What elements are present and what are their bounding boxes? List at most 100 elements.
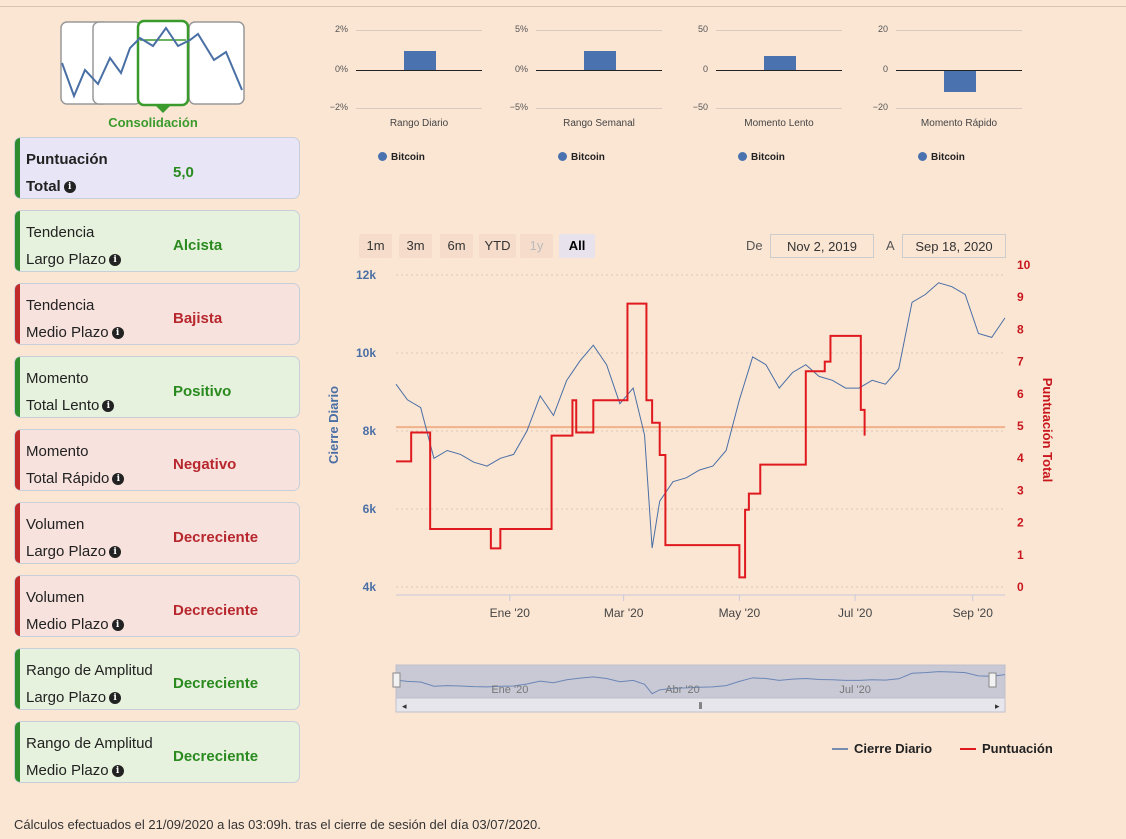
- card-value: Decreciente: [173, 748, 259, 765]
- card-title-line1: Rango de Amplitud: [26, 662, 153, 679]
- card-title: Momento Total Rápido i: [26, 438, 176, 492]
- right-axis-tick: 1: [1017, 548, 1024, 562]
- card-title-line1: Volumen: [26, 516, 85, 533]
- card-title-line2: Largo Plazo i: [26, 684, 176, 711]
- mini-legend-item[interactable]: Bitcoin: [378, 152, 425, 163]
- to-date-input[interactable]: Sep 18, 2020: [902, 234, 1006, 258]
- indicator-card: Momento Total Lento i Positivo: [14, 356, 300, 418]
- navigator-tick: Abr '20: [665, 684, 700, 696]
- info-icon[interactable]: i: [109, 692, 122, 705]
- range-button-1m[interactable]: 1m: [359, 234, 392, 258]
- card-title-line1: Tendencia: [26, 224, 95, 241]
- card-title: Puntuación Total i: [26, 146, 176, 200]
- pattern-pointer-icon: [155, 105, 171, 113]
- mini-gridline: [896, 108, 1022, 109]
- card-title-line2: Largo Plazo i: [26, 246, 176, 273]
- legend-price-label: Cierre Diario: [854, 741, 932, 756]
- info-icon[interactable]: i: [109, 254, 122, 267]
- top-divider: [0, 6, 1126, 7]
- to-label: A: [886, 238, 895, 253]
- mini-legend-label: Bitcoin: [571, 152, 605, 163]
- info-icon[interactable]: i: [102, 400, 115, 413]
- card-value: 5,0: [173, 164, 194, 181]
- mini-chart-title: Rango Diario: [389, 118, 449, 129]
- from-date-input[interactable]: Nov 2, 2019: [770, 234, 874, 258]
- mini-legend-item[interactable]: Bitcoin: [918, 152, 965, 163]
- card-title-line2: Total Rápido i: [26, 465, 176, 492]
- mini-bar[interactable]: [584, 51, 616, 70]
- range-button-all[interactable]: All: [559, 234, 595, 258]
- card-title-line2-text: Largo Plazo: [26, 689, 107, 706]
- card-title: Volumen Largo Plazo i: [26, 511, 176, 565]
- card-title-line1: Rango de Amplitud: [26, 735, 153, 752]
- card-status-bar: [15, 211, 20, 271]
- left-axis-tick: 6k: [363, 502, 377, 516]
- x-axis-tick: Ene '20: [490, 606, 531, 620]
- card-value: Bajista: [173, 310, 223, 327]
- navigator-handle-right: [988, 672, 997, 688]
- right-axis-tick: 6: [1017, 387, 1024, 401]
- range-button-1y[interactable]: 1y: [520, 234, 553, 258]
- card-status-bar: [15, 357, 20, 417]
- mini-tick-label: −5%: [509, 102, 528, 112]
- navigator-series: [395, 671, 1006, 695]
- mini-bar[interactable]: [404, 51, 436, 70]
- info-icon[interactable]: i: [111, 327, 124, 340]
- mini-bar[interactable]: [944, 71, 976, 92]
- card-title: Rango de Amplitud Largo Plazo i: [26, 657, 176, 711]
- mini-tick-label: 2%: [334, 24, 348, 34]
- card-title: Rango de Amplitud Medio Plazo i: [26, 730, 176, 784]
- info-icon[interactable]: i: [112, 473, 125, 486]
- card-title-line2-text: Total: [26, 178, 61, 195]
- mini-zero-line: [536, 70, 662, 71]
- navigator-handle-left: [392, 672, 401, 688]
- indicator-card: Tendencia Largo Plazo i Alcista: [14, 210, 300, 272]
- indicator-card: Volumen Largo Plazo i Decreciente: [14, 502, 300, 564]
- card-status-bar: [15, 138, 20, 198]
- card-title: Volumen Medio Plazo i: [26, 584, 176, 638]
- mini-bar[interactable]: [764, 56, 796, 70]
- card-title: Tendencia Medio Plazo i: [26, 292, 176, 346]
- mini-tick-label: 5%: [514, 24, 528, 34]
- mini-legend-item[interactable]: Bitcoin: [558, 152, 605, 163]
- mini-gridline: [536, 108, 662, 109]
- mini-gridline: [716, 108, 842, 109]
- info-icon[interactable]: i: [109, 546, 122, 559]
- right-axis-tick: 10: [1017, 258, 1031, 272]
- range-button-ytd[interactable]: YTD: [479, 234, 516, 258]
- card-title-line2-text: Largo Plazo: [26, 543, 107, 560]
- card-title-line1: Momento: [26, 443, 89, 460]
- card-status-bar: [15, 430, 20, 490]
- info-icon[interactable]: i: [111, 765, 124, 778]
- mini-zero-line: [896, 70, 1022, 71]
- card-status-bar: [15, 722, 20, 782]
- right-axis-tick: 2: [1017, 516, 1024, 530]
- x-axis-tick: Mar '20: [604, 606, 644, 620]
- left-axis-tick: 4k: [363, 580, 377, 594]
- mini-gridline: [356, 108, 482, 109]
- left-axis-tick: 12k: [356, 268, 376, 282]
- card-value: Negativo: [173, 456, 237, 473]
- info-icon[interactable]: i: [63, 181, 76, 194]
- mini-gridline: [896, 30, 1022, 31]
- info-icon[interactable]: i: [111, 619, 124, 632]
- card-value: Decreciente: [173, 529, 259, 546]
- card-title: Momento Total Lento i: [26, 365, 176, 419]
- right-axis-tick: 4: [1017, 451, 1024, 465]
- mini-tick-label: 0%: [334, 64, 348, 74]
- range-button-6m[interactable]: 6m: [440, 234, 473, 258]
- main-chart: 4k 6k 8k 10k 12k 0 1 2 3 4 5 6 7 8 9 10 Ene '20 Mar '20 Ma…: [326, 258, 1055, 756]
- mini-legend-label: Bitcoin: [391, 152, 425, 163]
- mini-zero-line: [716, 70, 842, 71]
- range-button-3m[interactable]: 3m: [399, 234, 432, 258]
- mini-tick-label: 20: [877, 24, 888, 34]
- mini-tick-label: −2%: [329, 102, 348, 112]
- legend-dot-icon: [738, 152, 747, 161]
- navigator-tick: Ene '20: [491, 684, 528, 696]
- price-series-line: [395, 282, 1006, 549]
- mini-tick-label: −50: [692, 102, 708, 112]
- mini-legend-item[interactable]: Bitcoin: [738, 152, 785, 163]
- mini-chart-title: Momento Rápido: [920, 118, 998, 129]
- right-axis-tick: 9: [1017, 290, 1024, 304]
- left-axis-title: Cierre Diario: [326, 386, 341, 464]
